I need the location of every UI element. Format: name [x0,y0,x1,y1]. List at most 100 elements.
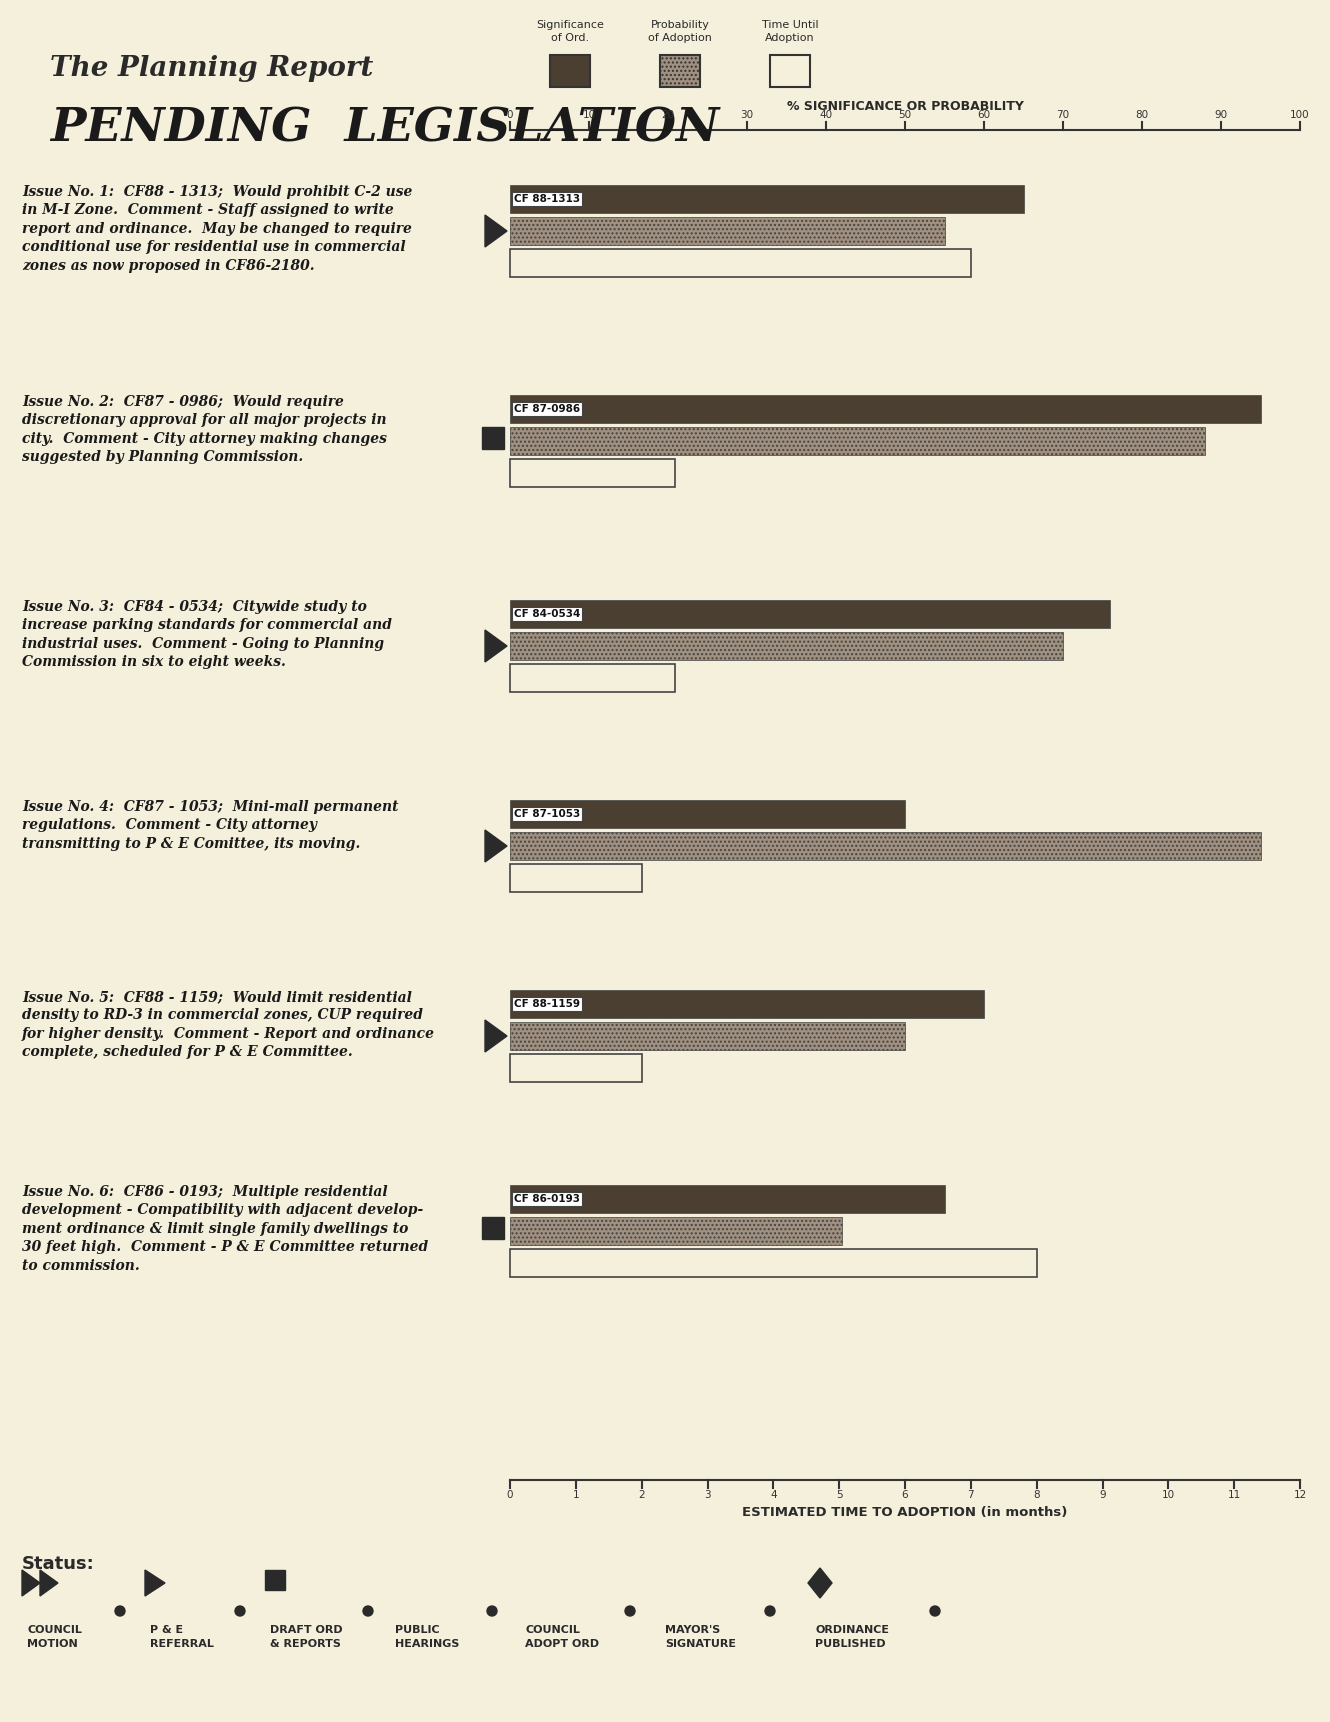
Text: PUBLIC: PUBLIC [395,1626,440,1634]
Text: Status:: Status: [23,1555,94,1572]
Text: ORDINANCE: ORDINANCE [815,1626,888,1634]
Bar [509,832,1261,859]
Polygon shape [145,1570,165,1596]
Polygon shape [485,215,507,246]
Text: 5: 5 [835,1490,842,1500]
Text: 40: 40 [819,110,833,121]
Text: 100: 100 [1290,110,1310,121]
Text: Probability: Probability [650,21,709,29]
Text: 9: 9 [1099,1490,1105,1500]
Bar [509,1021,904,1050]
Text: 50: 50 [899,110,911,121]
Text: CF 86-0193: CF 86-0193 [513,1193,580,1204]
Text: Time Until: Time Until [762,21,818,29]
Polygon shape [40,1570,59,1596]
Polygon shape [485,1019,507,1052]
Text: The Planning Report: The Planning Report [51,55,374,83]
Bar [509,801,904,828]
Bar [509,427,1205,455]
Bar [509,184,1024,214]
Text: 11: 11 [1228,1490,1241,1500]
Text: of Adoption: of Adoption [648,33,712,43]
Circle shape [235,1607,245,1615]
Bar [509,1054,641,1081]
Text: of Ord.: of Ord. [551,33,589,43]
Text: 3: 3 [704,1490,710,1500]
Polygon shape [23,1570,40,1596]
Text: Issue No. 6:  CF86 - 0193;  Multiple residential
development - Compatibility wit: Issue No. 6: CF86 - 0193; Multiple resid… [23,1185,428,1273]
Polygon shape [485,630,507,661]
Text: 6: 6 [902,1490,908,1500]
Text: Issue No. 1:  CF88 - 1313;  Would prohibit C-2 use
in M-I Zone.  Comment - Staff: Issue No. 1: CF88 - 1313; Would prohibit… [23,184,412,272]
Bar [481,427,504,449]
Circle shape [487,1607,497,1615]
Bar [770,55,810,88]
Text: Issue No. 4:  CF87 - 1053;  Mini-mall permanent
regulations.  Comment - City att: Issue No. 4: CF87 - 1053; Mini-mall perm… [23,801,399,851]
Bar [509,665,674,692]
Text: 10: 10 [583,110,596,121]
Text: 70: 70 [1056,110,1069,121]
Text: CF 87-1053: CF 87-1053 [513,809,580,820]
Text: 12: 12 [1293,1490,1306,1500]
Text: 30: 30 [741,110,754,121]
Circle shape [930,1607,940,1615]
Bar [660,55,700,88]
Text: MOTION: MOTION [27,1639,77,1650]
Text: 8: 8 [1033,1490,1040,1500]
Text: Significance: Significance [536,21,604,29]
Text: 0: 0 [507,1490,513,1500]
Text: PUBLISHED: PUBLISHED [815,1639,886,1650]
Text: CF 88-1313: CF 88-1313 [513,195,580,203]
Text: REFERRAL: REFERRAL [150,1639,214,1650]
Bar [509,864,641,892]
Circle shape [625,1607,634,1615]
Circle shape [363,1607,372,1615]
Text: Issue No. 5:  CF88 - 1159;  Would limit residential
density to RD-3 in commercia: Issue No. 5: CF88 - 1159; Would limit re… [23,990,435,1059]
Text: CF 87-0986: CF 87-0986 [513,405,580,413]
Text: 7: 7 [967,1490,974,1500]
Bar [509,632,1063,660]
Bar [509,250,971,277]
Bar [481,1217,504,1240]
Bar [509,394,1261,424]
Bar [509,1217,842,1245]
Text: 10: 10 [1162,1490,1174,1500]
Text: P & E: P & E [150,1626,184,1634]
Text: COUNCIL: COUNCIL [27,1626,82,1634]
Polygon shape [809,1569,833,1598]
Text: MAYOR'S: MAYOR'S [665,1626,721,1634]
Text: CF 84-0534: CF 84-0534 [513,610,580,618]
Bar [509,460,674,487]
Bar [509,217,944,245]
Text: COUNCIL: COUNCIL [525,1626,580,1634]
Text: ADOPT ORD: ADOPT ORD [525,1639,598,1650]
Bar [509,599,1111,629]
Bar [265,1570,285,1589]
Text: 1: 1 [572,1490,579,1500]
Text: CF 88-1159: CF 88-1159 [513,999,580,1009]
Text: 80: 80 [1136,110,1149,121]
Bar [509,990,984,1018]
Circle shape [765,1607,775,1615]
Text: ESTIMATED TIME TO ADOPTION (in months): ESTIMATED TIME TO ADOPTION (in months) [742,1507,1068,1519]
Bar [551,55,591,88]
Text: Issue No. 3:  CF84 - 0534;  Citywide study to
increase parking standards for com: Issue No. 3: CF84 - 0534; Citywide study… [23,599,392,670]
Bar [509,1185,944,1212]
Text: & REPORTS: & REPORTS [270,1639,340,1650]
Text: PENDING  LEGISLATION: PENDING LEGISLATION [51,105,720,152]
Text: % SIGNIFICANCE OR PROBABILITY: % SIGNIFICANCE OR PROBABILITY [786,100,1024,114]
Circle shape [114,1607,125,1615]
Text: Adoption: Adoption [765,33,815,43]
Text: SIGNATURE: SIGNATURE [665,1639,735,1650]
Text: HEARINGS: HEARINGS [395,1639,459,1650]
Text: 20: 20 [661,110,674,121]
Bar [509,1248,1036,1278]
Polygon shape [485,830,507,863]
Text: 90: 90 [1214,110,1228,121]
Text: 2: 2 [638,1490,645,1500]
Text: Issue No. 2:  CF87 - 0986;  Would require
discretionary approval for all major p: Issue No. 2: CF87 - 0986; Would require … [23,394,387,465]
Text: DRAFT ORD: DRAFT ORD [270,1626,343,1634]
Text: 60: 60 [978,110,991,121]
Text: 0: 0 [507,110,513,121]
Text: 4: 4 [770,1490,777,1500]
